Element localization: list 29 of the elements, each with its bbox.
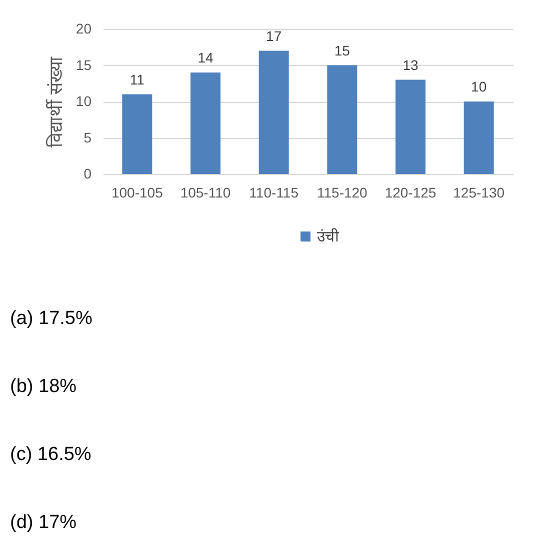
- y-tick-label: 20: [76, 20, 92, 36]
- x-tick-label: 110-115: [249, 184, 299, 200]
- y-tick-label: 10: [76, 93, 92, 109]
- y-tick-label: 5: [84, 129, 92, 146]
- text: (d) 17%: [10, 512, 77, 533]
- data-label: 14: [198, 50, 214, 66]
- y-tick-label: 15: [76, 56, 92, 73]
- bar: [122, 94, 152, 174]
- bar: [396, 80, 426, 174]
- bar: [464, 102, 494, 174]
- y-tick-label: 0: [84, 166, 92, 182]
- text: (b) 18%: [10, 376, 77, 397]
- bar: [327, 65, 358, 174]
- data-label: 10: [471, 78, 487, 94]
- text: (c) 16.5%: [10, 444, 92, 465]
- x-tick-label: 120-125: [384, 184, 436, 200]
- x-tick-label: 100-105: [111, 184, 164, 200]
- y-axis-title: विद्यार्थी संख्या: [44, 56, 66, 148]
- x-tick-label: 105-110: [180, 184, 231, 200]
- data-label: 11: [130, 71, 145, 88]
- text: (a) 17.5%: [10, 308, 92, 329]
- legend-label: उंची: [317, 228, 340, 246]
- data-label: 13: [402, 56, 418, 73]
- data-label: 15: [334, 42, 350, 58]
- bar: [190, 72, 220, 174]
- bar: [258, 50, 289, 174]
- x-tick-label: 115-120: [316, 184, 368, 200]
- x-tick-label: 125-130: [453, 184, 505, 200]
- data-label: 17: [266, 28, 282, 44]
